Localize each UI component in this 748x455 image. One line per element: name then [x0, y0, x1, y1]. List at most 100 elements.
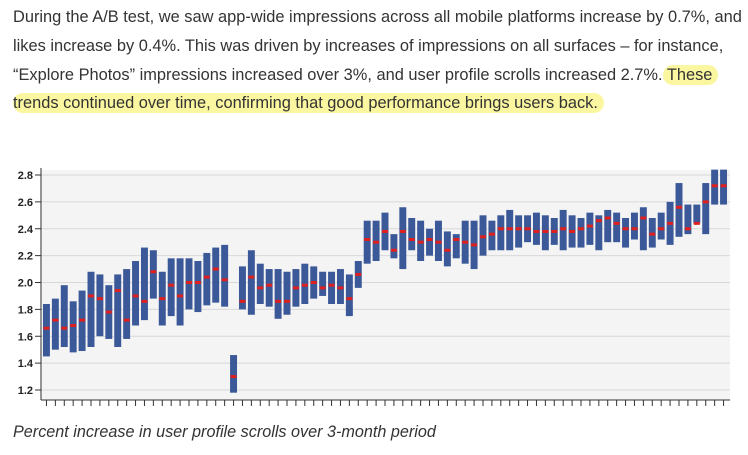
range-bar: [123, 269, 131, 339]
estimate-point: [444, 248, 451, 252]
estimate-point: [52, 318, 59, 322]
estimate-point: [390, 248, 397, 252]
range-bar: [60, 285, 68, 347]
y-tick-label: 2.2: [18, 251, 33, 263]
estimate-point: [221, 278, 228, 282]
chart-marks: [42, 169, 728, 393]
estimate-point: [284, 299, 290, 303]
estimate-point: [649, 232, 656, 236]
range-bar: [238, 266, 246, 310]
estimate-point: [435, 240, 442, 244]
estimate-point: [364, 238, 371, 241]
estimate-point: [604, 216, 611, 220]
estimate-point: [292, 286, 299, 290]
estimate-point: [595, 219, 602, 223]
range-bar: [176, 258, 184, 326]
estimate-point: [658, 227, 665, 231]
y-tick-label: 1.2: [18, 385, 33, 397]
estimate-point: [337, 286, 344, 290]
estimate-point: [123, 318, 130, 322]
estimate-point: [426, 238, 433, 241]
range-bar: [515, 215, 523, 248]
range-bar: [408, 218, 416, 251]
range-chart: 1.2 1.4 1.6 1.8 2.0 2.2 2.4 2.6 2.8: [18, 168, 730, 406]
range-bar: [399, 207, 407, 270]
estimate-point: [551, 229, 558, 233]
range-bar: [221, 244, 229, 307]
range-bar: [577, 218, 585, 248]
estimate-point: [105, 310, 112, 314]
estimate-point: [408, 238, 415, 241]
range-bar: [532, 212, 540, 245]
estimate-point: [506, 227, 513, 231]
range-bar: [586, 212, 594, 245]
estimate-point: [533, 229, 540, 233]
estimate-point: [399, 229, 406, 233]
estimate-point: [88, 294, 94, 298]
y-tick-label: 2.0: [18, 278, 33, 290]
estimate-point: [640, 216, 647, 220]
estimate-point: [79, 318, 86, 322]
estimate-point: [230, 375, 237, 379]
estimate-point: [702, 200, 709, 204]
estimate-point: [257, 286, 264, 290]
range-bar: [452, 234, 460, 259]
estimate-point: [203, 275, 210, 279]
y-tick-label: 1.8: [18, 304, 33, 316]
y-tick-label: 2.6: [18, 197, 33, 209]
article-paragraph: During the A/B test, we saw app-wide imp…: [13, 3, 743, 118]
range-bar: [51, 298, 59, 350]
estimate-point: [711, 184, 718, 188]
estimate-point: [186, 281, 192, 284]
estimate-point: [693, 221, 700, 225]
range-bar: [283, 271, 291, 315]
estimate-point: [720, 184, 727, 188]
range-bar: [345, 274, 353, 317]
estimate-point: [275, 299, 282, 303]
estimate-point: [382, 229, 388, 233]
range-bar: [230, 355, 238, 393]
estimate-point: [319, 286, 326, 290]
estimate-point: [266, 283, 273, 287]
estimate-point: [239, 299, 246, 303]
estimate-point: [132, 294, 139, 298]
range-bar: [693, 204, 701, 224]
range-bar: [630, 212, 638, 240]
estimate-point: [355, 272, 362, 276]
range-bar: [256, 263, 264, 304]
estimate-point: [301, 283, 308, 287]
estimate-point: [631, 227, 638, 231]
range-bar: [390, 234, 398, 259]
estimate-point: [524, 227, 531, 231]
y-axis-labels: 1.2 1.4 1.6 1.8 2.0 2.2 2.4 2.6 2.8: [18, 170, 34, 397]
figure-caption: Percent increase in user profile scrolls…: [13, 423, 436, 441]
estimate-point: [43, 326, 50, 330]
range-bar: [684, 204, 692, 235]
estimate-point: [114, 289, 121, 293]
range-bar: [613, 212, 621, 243]
y-tick-label: 1.6: [18, 331, 33, 343]
range-bar: [87, 271, 95, 347]
estimate-point: [497, 227, 504, 231]
estimate-point: [168, 283, 175, 287]
estimate-point: [212, 267, 219, 271]
estimate-point: [417, 240, 424, 244]
estimate-point: [346, 297, 353, 301]
range-bar: [595, 215, 603, 251]
range-bar: [622, 218, 630, 248]
range-bar: [212, 247, 220, 303]
range-bar: [203, 252, 211, 306]
estimate-point: [667, 221, 674, 225]
range-bar: [426, 228, 434, 256]
estimate-point: [453, 238, 460, 241]
range-bar: [167, 258, 175, 317]
range-bar: [363, 220, 371, 264]
range-bar: [42, 304, 50, 357]
range-bar: [675, 183, 683, 237]
estimate-point: [373, 240, 380, 244]
y-tick-label: 2.4: [18, 224, 34, 236]
estimate-point: [684, 227, 691, 231]
estimate-point: [159, 297, 166, 301]
range-bar: [247, 250, 255, 315]
estimate-point: [248, 275, 255, 279]
